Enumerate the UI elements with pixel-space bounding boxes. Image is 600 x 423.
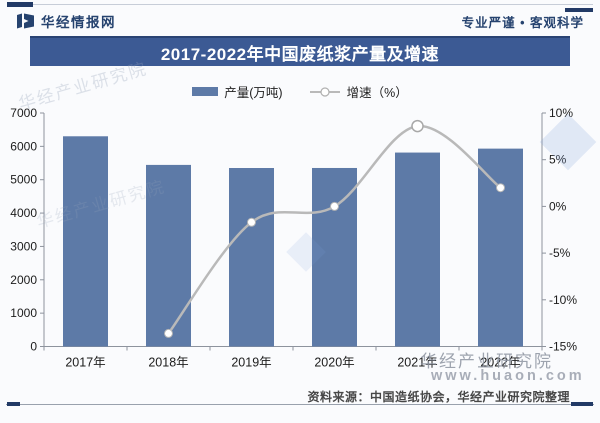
y2-tick-label: -15% xyxy=(549,340,577,354)
bottom-right-accent xyxy=(571,402,593,406)
bar-swatch-icon xyxy=(192,87,219,96)
x-tick-label: 2017年 xyxy=(65,356,105,370)
x-tick-label: 2020年 xyxy=(314,356,354,370)
y-tick-label: 0 xyxy=(30,340,37,354)
slogan: 专业严谨 • 客观科学 xyxy=(461,15,584,30)
top-right-accent xyxy=(565,8,593,12)
y-tick-label: 7000 xyxy=(10,106,37,120)
y-tick-label: 3000 xyxy=(10,239,37,253)
bottom-left-accent xyxy=(7,402,20,406)
chart-area: 0 1000 2000 3000 4000 5000 6000 7000 -15% -10% -5%… xyxy=(0,98,600,390)
legend-label-growth: 增速（%） xyxy=(346,86,408,100)
bar-2020年 xyxy=(312,167,357,347)
x-tick-label: 2021年 xyxy=(397,356,437,370)
bar-2017年 xyxy=(63,136,108,347)
y-tick-label: 5000 xyxy=(10,173,37,187)
y2-tick-label: 10% xyxy=(549,106,573,120)
x-tick-label: 2019年 xyxy=(231,356,271,370)
bottom-divider xyxy=(6,404,594,405)
legend-label-production: 产量(万吨) xyxy=(224,86,283,100)
chart-svg: 0 1000 2000 3000 4000 5000 6000 7000 -15% -10% -5%… xyxy=(10,106,577,370)
chart-title: 2017-2022年中国废纸浆产量及增速 xyxy=(160,44,440,64)
y-tick-label: 1000 xyxy=(10,306,37,320)
brand: 华经情报网 xyxy=(16,11,116,31)
x-tick-label: 2018年 xyxy=(148,356,188,370)
legend-item-production: 产量(万吨) xyxy=(192,82,283,101)
legend-item-growth: 增速（%） xyxy=(309,82,408,101)
y2-tick-label: 5% xyxy=(549,153,567,167)
brand-name: 华经情报网 xyxy=(41,15,116,30)
bar-2021年 xyxy=(395,152,440,347)
y-tick-label: 4000 xyxy=(10,206,37,220)
header: 华经情报网 专业严谨 • 客观科学 xyxy=(16,11,584,31)
line-swatch-icon xyxy=(309,86,340,97)
y-tick-label: 6000 xyxy=(10,139,37,153)
y-tick-label: 2000 xyxy=(10,273,37,287)
marker-2019年 xyxy=(247,217,256,227)
bar-2018年 xyxy=(146,164,191,347)
marker-2022年 xyxy=(496,183,505,193)
marker-2020年 xyxy=(330,201,339,211)
y2-tick-label: 0% xyxy=(549,199,567,213)
huajing-logo-icon xyxy=(17,13,34,29)
top-left-accent xyxy=(7,2,33,7)
data-source: 资料来源：中国造纸协会，华经产业研究院整理 xyxy=(307,390,570,404)
bar-2022年 xyxy=(478,148,523,347)
top-divider xyxy=(7,4,593,5)
chart-title-bar: 2017-2022年中国废纸浆产量及增速 xyxy=(30,36,570,66)
marker-2018年 xyxy=(164,328,173,338)
legend: 产量(万吨) 增速（%） xyxy=(0,82,600,101)
marker-2021年 xyxy=(411,119,424,133)
x-tick-label: 2022年 xyxy=(480,356,520,370)
y2-tick-label: -5% xyxy=(549,246,571,260)
y2-tick-label: -10% xyxy=(549,293,577,307)
bar-2019年 xyxy=(229,168,274,347)
